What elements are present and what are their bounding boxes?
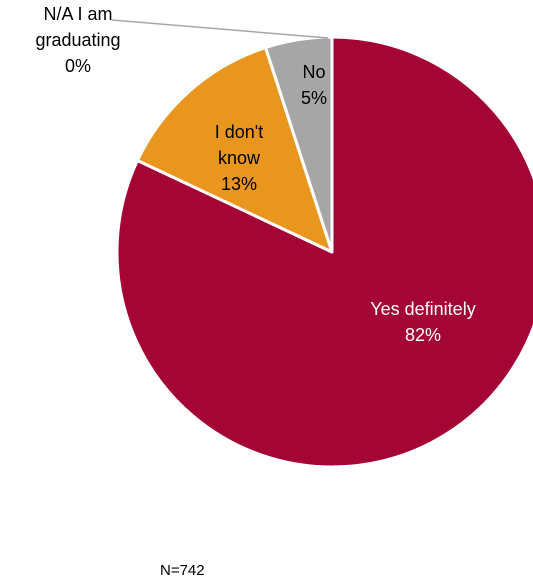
pie-slice-1: [135, 46, 334, 254]
leader-line: [111, 19, 329, 39]
slice-label-2: No 5%: [301, 62, 327, 108]
pie-slice-2: [264, 35, 334, 254]
pie-slice-0: [115, 35, 533, 469]
slice-label-3: N/A I am graduating 0%: [35, 4, 120, 76]
slice-label-1: I don't know 13%: [215, 122, 263, 194]
slice-label-0: Yes definitely 82%: [370, 299, 475, 345]
pie-slices: [115, 35, 533, 469]
pie-labels: Yes definitely 82% I don't know 13% No 5% N/A I…: [35, 4, 475, 345]
sample-size-note: N=742: [160, 562, 205, 579]
